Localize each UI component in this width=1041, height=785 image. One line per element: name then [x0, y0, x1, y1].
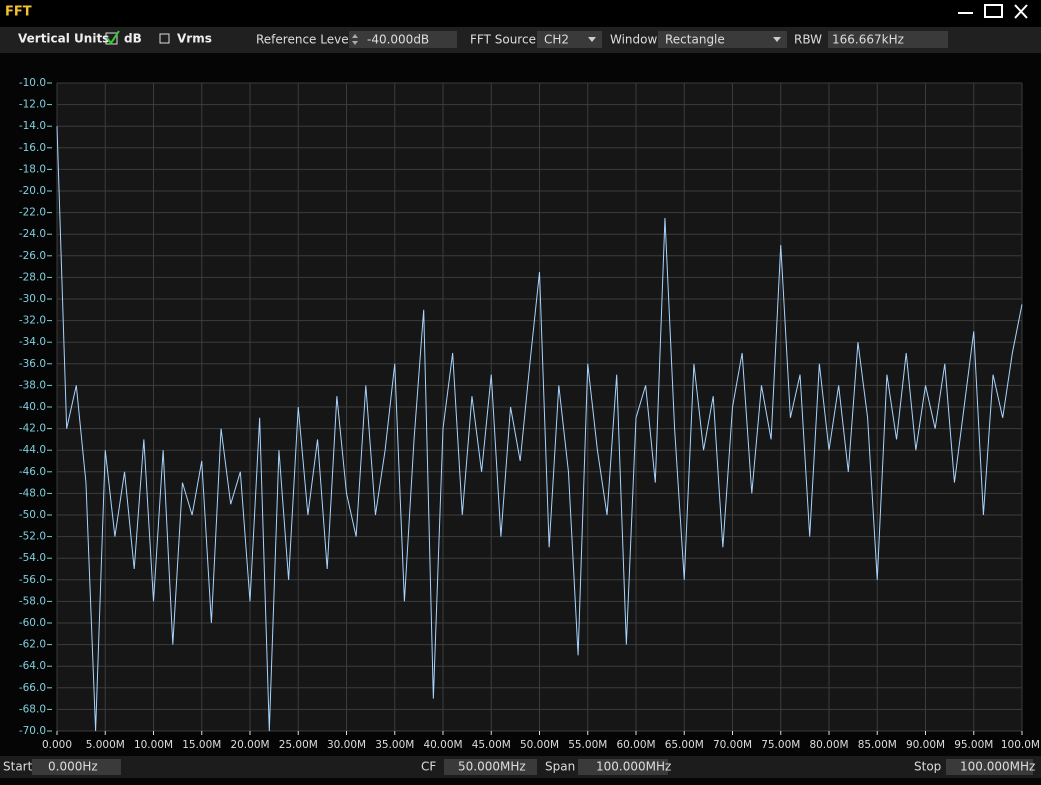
- y-tick-label: -12.0: [19, 99, 46, 111]
- x-tick-label: 85.00M: [858, 739, 897, 751]
- y-tick-label: -40.0: [19, 401, 46, 413]
- spectrum-trace: [56, 126, 1023, 732]
- x-tick-label: 30.00M: [327, 739, 366, 751]
- x-tick-label: 35.00M: [375, 739, 414, 751]
- x-tick-label: 60.00M: [616, 739, 655, 751]
- x-tick-label: 95.00M: [954, 739, 993, 751]
- dropdown-arrow: [588, 37, 596, 42]
- rbw-label: RBW: [794, 33, 822, 47]
- x-tick-label: 100.0M: [1001, 739, 1040, 751]
- reference-level-value: -40.000dB: [367, 33, 429, 47]
- cf-input[interactable]: [444, 759, 537, 775]
- y-tick-label: -38.0: [19, 379, 46, 391]
- cf-value: 50.000MHz: [458, 760, 526, 774]
- y-tick-label: -66.0: [19, 682, 46, 694]
- cf-label: CF: [421, 760, 436, 774]
- span-input[interactable]: [578, 759, 668, 775]
- stop-input[interactable]: [946, 759, 1033, 775]
- maximize-button[interactable]: [984, 4, 1003, 18]
- x-tick-label: 50.00M: [520, 739, 559, 751]
- y-tick-label: -42.0: [19, 423, 46, 435]
- fft-source-label: FFT Source: [470, 33, 536, 47]
- window-buttons[interactable]: [958, 4, 1028, 19]
- y-tick-label: -32.0: [19, 315, 46, 327]
- y-tick-label: -54.0: [19, 552, 46, 564]
- y-tick-label: -50.0: [19, 509, 46, 521]
- y-tick-label: -60.0: [19, 617, 46, 629]
- y-tick-label: -16.0: [19, 142, 46, 154]
- y-tick-label: -68.0: [19, 703, 46, 715]
- x-tick-label: 40.00M: [423, 739, 462, 751]
- y-tick-label: -46.0: [19, 466, 46, 478]
- rbw-value: 166.667kHz: [832, 33, 904, 47]
- dropdown-arrow: [773, 37, 781, 42]
- y-tick-label: -64.0: [19, 660, 46, 672]
- window-dropdown[interactable]: [658, 31, 787, 48]
- y-tick-label: -36.0: [19, 358, 46, 370]
- title-bar: [0, 0, 1041, 27]
- x-tick-label: 20.00M: [230, 739, 269, 751]
- y-tick-label: -18.0: [19, 163, 46, 175]
- y-tick-label: -22.0: [19, 207, 46, 219]
- vrms-label: Vrms: [177, 32, 212, 46]
- x-tick-label: 5.000M: [86, 739, 125, 751]
- y-tick-label: -14.0: [19, 120, 46, 132]
- vrms-checkbox[interactable]: [159, 33, 170, 44]
- x-tick-label: 10.00M: [134, 739, 173, 751]
- x-tick-label: 55.00M: [568, 739, 607, 751]
- reference-level-input[interactable]: [349, 31, 457, 48]
- x-tick-label: 65.00M: [665, 739, 704, 751]
- y-tick-label: -62.0: [19, 639, 46, 651]
- fft-source-value: CH2: [544, 33, 569, 47]
- close-button[interactable]: [1014, 4, 1028, 19]
- span-value: 100.000MHz: [596, 760, 671, 774]
- window-value: Rectangle: [665, 33, 725, 47]
- y-tick-label: -30.0: [19, 293, 46, 305]
- check-mark: [106, 30, 120, 45]
- window-title: FFT: [5, 5, 32, 20]
- start-label: Start: [3, 760, 33, 774]
- y-tick-label: -20.0: [19, 185, 46, 197]
- plot: -70.0 -68.0 -66.0 -64.0 -62.0 -60.0 -58.0 -56.0…: [19, 77, 1040, 751]
- db-label: dB: [124, 32, 142, 46]
- x-tick-label: 80.00M: [809, 739, 848, 751]
- y-tick-label: -44.0: [19, 444, 46, 456]
- vertical-units-label: Vertical Units: [18, 32, 109, 46]
- y-tick-label: -28.0: [19, 271, 46, 283]
- x-tick-label: 70.00M: [713, 739, 752, 751]
- fft-source-dropdown[interactable]: [537, 31, 602, 48]
- y-tick-label: -56.0: [19, 574, 46, 586]
- y-tick-label: -10.0: [19, 77, 46, 89]
- x-tick-label: 0.000: [42, 739, 72, 751]
- spinner[interactable]: [352, 34, 358, 45]
- y-tick-label: -70.0: [19, 725, 46, 737]
- start-input[interactable]: [32, 759, 121, 775]
- y-tick-label: -34.0: [19, 336, 46, 348]
- rbw-input[interactable]: [828, 31, 948, 48]
- span-label: Span: [545, 760, 575, 774]
- y-tick-label: -26.0: [19, 250, 46, 262]
- x-tick-label: 15.00M: [182, 739, 221, 751]
- x-tick-label: 90.00M: [906, 739, 945, 751]
- y-tick-label: -58.0: [19, 595, 46, 607]
- x-tick-label: 45.00M: [472, 739, 511, 751]
- window-label: Window: [610, 33, 658, 47]
- stop-value: 100.000MHz: [960, 760, 1035, 774]
- stop-label: Stop: [914, 760, 941, 774]
- x-tick-label: 75.00M: [761, 739, 800, 751]
- start-value: 0.000Hz: [48, 760, 98, 774]
- y-tick-label: -52.0: [19, 531, 46, 543]
- y-tick-label: -48.0: [19, 487, 46, 499]
- y-tick-label: -24.0: [19, 228, 46, 240]
- reference-level-label: Reference Level: [256, 33, 352, 47]
- x-tick-label: 25.00M: [279, 739, 318, 751]
